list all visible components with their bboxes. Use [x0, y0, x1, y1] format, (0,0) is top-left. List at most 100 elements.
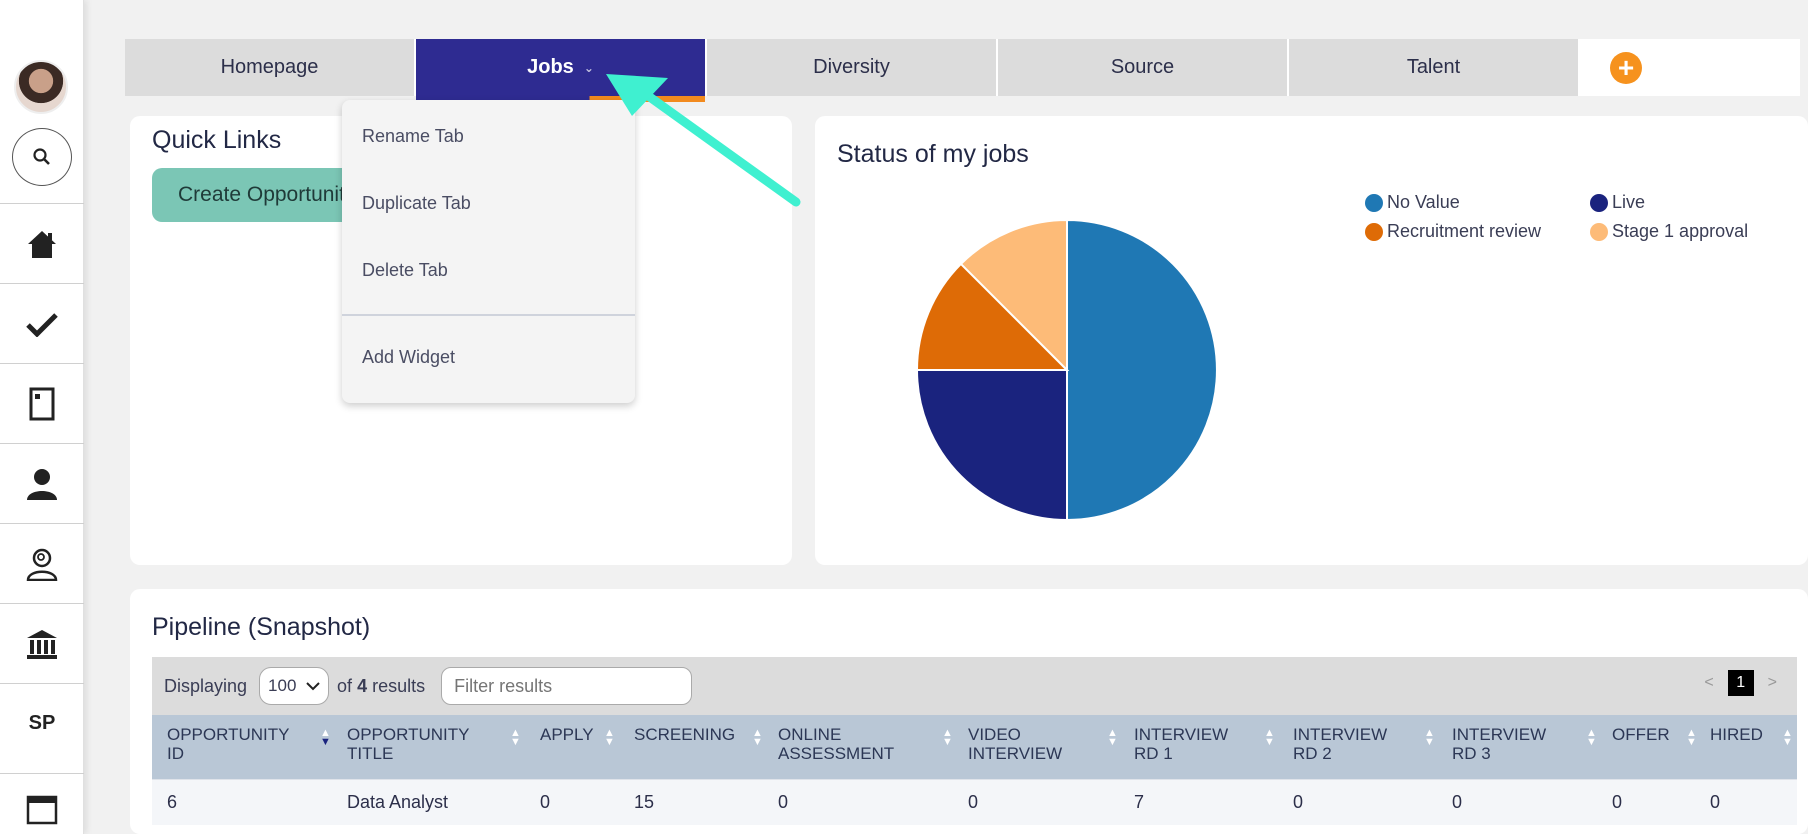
sidebar: SP: [0, 0, 84, 834]
search-button[interactable]: [12, 128, 72, 186]
pie-slice-live[interactable]: [915, 369, 1068, 522]
sort-desc-icon[interactable]: ▲ ▼: [320, 727, 331, 748]
results-label: results: [372, 675, 426, 696]
column-header-opportunity-title[interactable]: OPPORTUNITY TITLE: [347, 725, 470, 763]
legend-item[interactable]: Recruitment review: [1365, 221, 1590, 242]
legend-swatch: [1590, 222, 1608, 241]
sidebar-item-sp[interactable]: SP: [0, 683, 84, 763]
menu-item-delete-tab[interactable]: Delete Tab: [362, 260, 448, 280]
cell-interview-rd2[interactable]: 0: [1293, 792, 1304, 812]
legend-swatch: [1365, 193, 1383, 212]
sort-icon[interactable]: ▲ ▼: [1782, 727, 1793, 748]
sp-label: SP: [28, 712, 56, 734]
sidebar-item-candidate-search[interactable]: [0, 523, 84, 603]
page-prev-button[interactable]: <: [1704, 674, 1714, 691]
chevron-down-icon[interactable]: ⌄: [583, 60, 594, 75]
page-size-value: 100: [268, 676, 297, 695]
legend-swatch: [1590, 193, 1608, 212]
table-row[interactable]: 6 Data Analyst 0 15 0 0 7 0 0 0 0: [152, 779, 1797, 825]
tab-label: Source: [1110, 56, 1175, 78]
pipeline-title: Pipeline (Snapshot): [152, 613, 371, 641]
sidebar-item-documents[interactable]: [0, 363, 84, 443]
cell-apply[interactable]: 0: [540, 792, 551, 812]
candidate-search-icon: [26, 548, 58, 581]
table-header: OPPORTUNITY ID ▲ ▼ OPPORTUNITY TITLE ▲ ▼ APP…: [152, 715, 1797, 779]
tab-label: Talent: [1406, 56, 1461, 78]
page-number[interactable]: 1: [1727, 670, 1754, 696]
sort-icon[interactable]: ▲ ▼: [1107, 727, 1118, 748]
sort-icon[interactable]: ▲ ▼: [942, 727, 953, 748]
sort-icon[interactable]: ▲ ▼: [1586, 727, 1597, 748]
column-header-hired[interactable]: HIRED: [1710, 725, 1763, 744]
create-opportunity-button[interactable]: Create Opportunity: [152, 168, 352, 222]
status-of-my-jobs-widget: Status of my jobs No Value Live Recruitm…: [815, 116, 1808, 565]
column-header-interview-rd1[interactable]: INTERVIEW RD 1: [1134, 725, 1229, 763]
cell-offer[interactable]: 0: [1612, 792, 1623, 812]
legend-label: Stage 1 approval: [1612, 221, 1749, 241]
cell-interview-rd3[interactable]: 0: [1452, 792, 1463, 812]
filter-results-input[interactable]: [441, 667, 693, 705]
chevron-down-icon: [306, 682, 320, 691]
legend-item[interactable]: Live: [1590, 192, 1790, 213]
status-pie-chart: [915, 218, 1218, 522]
legend-label: Recruitment review: [1387, 221, 1542, 241]
cell-hired[interactable]: 0: [1710, 792, 1721, 812]
tab-talent[interactable]: Talent: [1289, 39, 1580, 96]
tab-options-menu: Rename Tab Duplicate Tab Delete Tab Add …: [342, 100, 635, 403]
legend-label: Live: [1612, 192, 1646, 212]
column-header-opportunity-id[interactable]: OPPORTUNITY ID: [167, 725, 290, 763]
sort-icon[interactable]: ▲ ▼: [1424, 727, 1435, 748]
add-tab-area: +: [1580, 39, 1800, 96]
column-header-video-interview[interactable]: VIDEO INTERVIEW: [968, 725, 1063, 763]
sidebar-item-tasks[interactable]: [0, 283, 84, 363]
menu-item-duplicate-tab[interactable]: Duplicate Tab: [362, 193, 471, 213]
add-tab-icon[interactable]: +: [1610, 51, 1642, 84]
menu-divider: [342, 314, 635, 316]
sidebar-item-home[interactable]: [0, 203, 84, 283]
cell-screening[interactable]: 15: [634, 792, 655, 812]
pie-slice-no-value[interactable]: [1066, 218, 1218, 522]
annotation-arrow-icon: [606, 74, 801, 207]
tab-homepage[interactable]: Homepage: [125, 39, 416, 96]
search-icon: [33, 148, 50, 165]
cell-interview-rd1[interactable]: 7: [1134, 792, 1145, 812]
page-next-button[interactable]: >: [1767, 674, 1777, 691]
tab-diversity[interactable]: Diversity: [707, 39, 998, 96]
user-avatar[interactable]: [14, 60, 68, 114]
column-header-screening[interactable]: SCREENING: [634, 725, 736, 744]
legend-item[interactable]: Stage 1 approval: [1590, 221, 1790, 242]
pie-slice-recruitment-review[interactable]: [915, 262, 1070, 371]
column-header-apply[interactable]: APPLY: [540, 725, 594, 744]
column-header-interview-rd2[interactable]: INTERVIEW RD 2: [1293, 725, 1388, 763]
legend-label: No Value: [1387, 192, 1460, 212]
sort-icon[interactable]: ▲ ▼: [752, 727, 763, 748]
sidebar-item-people[interactable]: [0, 443, 84, 523]
sort-icon[interactable]: ▲ ▼: [510, 727, 521, 748]
sort-icon[interactable]: ▲ ▼: [1686, 727, 1697, 748]
create-opportunity-label: Create Opportunity: [178, 183, 352, 206]
sort-icon[interactable]: ▲ ▼: [604, 727, 615, 748]
legend-item[interactable]: No Value: [1365, 192, 1590, 213]
sidebar-item-calendar[interactable]: [0, 773, 84, 834]
cell-video-interview[interactable]: 0: [968, 792, 979, 812]
check-icon: [26, 312, 58, 337]
cell-opportunity-title[interactable]: Data Analyst: [347, 792, 449, 812]
sidebar-item-organisation[interactable]: [0, 603, 84, 683]
column-header-offer[interactable]: OFFER: [1612, 725, 1670, 744]
tab-bar: Homepage Jobs ⌄ Diversity Source Talent +: [125, 39, 1800, 102]
menu-item-add-widget[interactable]: Add Widget: [362, 347, 456, 367]
tab-source[interactable]: Source: [998, 39, 1289, 96]
pipeline-toolbar: Displaying 100 of 4 results < 1 >: [152, 657, 1797, 715]
page-size-select[interactable]: 100: [259, 667, 330, 705]
column-header-interview-rd3[interactable]: INTERVIEW RD 3: [1452, 725, 1547, 763]
bank-icon: [27, 629, 57, 659]
sort-icon[interactable]: ▲ ▼: [1264, 727, 1275, 748]
menu-item-rename-tab[interactable]: Rename Tab: [362, 126, 464, 146]
column-header-online-assessment[interactable]: ONLINE ASSESSMENT: [778, 725, 895, 763]
pipeline-widget: Pipeline (Snapshot) Displaying 100 of 4 …: [130, 589, 1808, 834]
home-icon: [28, 230, 56, 258]
displaying-label: Displaying: [164, 675, 248, 696]
results-count: 4: [357, 675, 368, 696]
cell-online-assessment[interactable]: 0: [778, 792, 789, 812]
pie-slice-stage-1-approval[interactable]: [959, 218, 1068, 373]
